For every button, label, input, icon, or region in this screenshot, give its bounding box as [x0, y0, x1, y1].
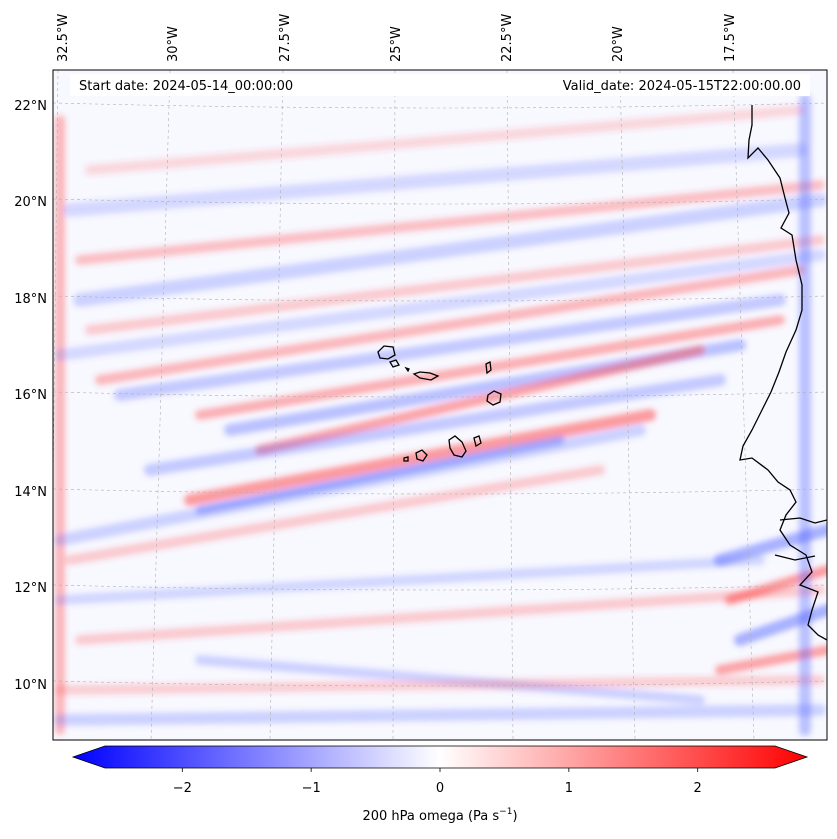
parallel-14n — [53, 488, 827, 495]
lon-label: 32.5°W — [56, 14, 71, 62]
island-sao-nicolau — [412, 371, 440, 381]
parallel-22n — [53, 102, 827, 109]
colorbar-tick-label: −2 — [173, 781, 192, 796]
lat-label: 12°N — [14, 581, 47, 596]
omega-band — [55, 555, 765, 605]
colorbar-label: 200 hPa omega (Pa s−1) — [362, 807, 517, 824]
omega-band — [184, 409, 656, 506]
start-date-text: Start date: 2024-05-14_00:00:00 — [79, 79, 293, 94]
lat-label: 16°N — [14, 388, 47, 403]
gridlines — [53, 70, 827, 740]
omega-band — [114, 294, 786, 401]
island-fogo — [415, 449, 428, 462]
lon-label: 25°W — [389, 26, 404, 62]
omega-band — [55, 675, 825, 695]
island-sal — [485, 361, 492, 375]
island-sao-vicente — [389, 359, 400, 368]
colorbar-tick-label: 0 — [436, 781, 444, 796]
omega-band — [54, 249, 826, 361]
gambia-river — [774, 554, 816, 561]
omega-band — [65, 465, 605, 565]
island-santiago — [448, 435, 467, 458]
info-box — [70, 74, 810, 96]
colorbar-tick-label: 1 — [565, 781, 573, 796]
island-santo-antao — [377, 345, 396, 360]
colorbar-tick-label: 2 — [694, 781, 702, 796]
island-brava — [403, 456, 409, 462]
island-maio — [473, 435, 482, 448]
meridian-27.5w — [269, 70, 284, 740]
island-boa-vista — [486, 390, 502, 406]
lon-label: 30°W — [166, 26, 181, 62]
omega-band — [63, 143, 807, 217]
lon-label: 27.5°W — [278, 14, 293, 62]
omega-band — [75, 180, 825, 265]
latitude-labels: 22°N 20°N 18°N 16°N 14°N 12°N 10°N — [14, 99, 47, 693]
map-border — [52, 69, 828, 741]
lon-label: 20°W — [611, 26, 626, 62]
colorbar-ticks: −2 −1 0 1 2 — [173, 768, 702, 796]
omega-band — [54, 704, 826, 726]
colorbar: −2 −1 0 1 2 200 hPa omega (Pa s−1) — [71, 745, 809, 824]
senegal-river-mouth — [779, 517, 827, 524]
omega-band — [95, 265, 805, 385]
lat-label: 14°N — [14, 485, 47, 500]
omega-band — [85, 235, 825, 335]
valid-date-text: Valid_date: 2024-05-15T22:00:00.00 — [563, 79, 801, 94]
omega-band — [734, 604, 827, 646]
longitude-labels: 32.5°W 30°W 27.5°W 25°W 22.5°W 20°W 17.5… — [56, 14, 738, 62]
lon-label: 22.5°W — [500, 14, 515, 62]
meridian-20w — [619, 70, 636, 740]
omega-band — [73, 193, 827, 307]
west-africa-coast — [739, 105, 827, 641]
omega-field — [53, 70, 827, 740]
parallel-18n — [53, 295, 827, 302]
lon-label: 17.5°W — [723, 14, 738, 62]
meridian-17.5w — [732, 70, 755, 740]
omega-band — [195, 315, 785, 420]
meridian-22.5w — [506, 70, 514, 740]
lat-label: 10°N — [14, 678, 47, 693]
lat-label: 22°N — [14, 99, 47, 114]
omega-band — [75, 585, 825, 645]
omega-band — [144, 374, 726, 476]
colorbar-bar — [71, 745, 809, 769]
meridian-30w — [150, 70, 171, 740]
parallel-16n — [53, 391, 827, 398]
lat-label: 18°N — [14, 292, 47, 307]
parallel-10n — [53, 680, 827, 687]
colorbar-tick-label: −1 — [302, 781, 321, 796]
coastline — [377, 105, 827, 641]
island-santa-luzia — [404, 366, 410, 373]
omega-band — [85, 105, 805, 175]
meridian-25w — [392, 70, 396, 740]
omega-band — [54, 424, 646, 546]
lat-label: 20°N — [14, 195, 47, 210]
parallel-12n — [53, 584, 827, 591]
parallel-20n — [53, 198, 827, 205]
